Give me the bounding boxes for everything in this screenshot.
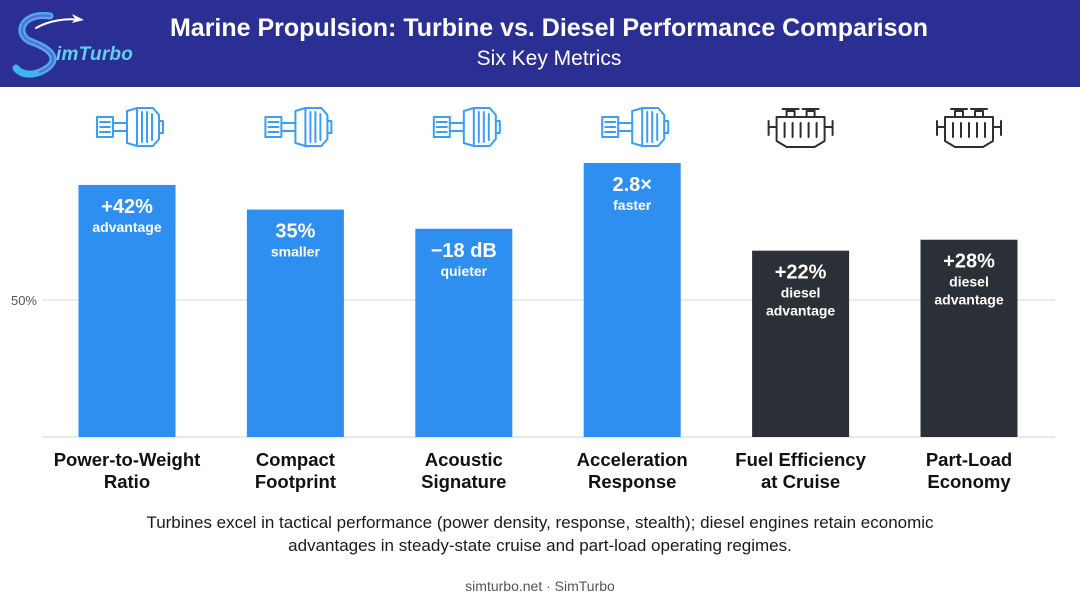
- turbine-icon: [264, 107, 333, 147]
- footer-credit: simturbo.net · SimTurbo: [465, 578, 615, 594]
- bar-1: [78, 184, 176, 437]
- category-label: Fuel Efficiency: [735, 449, 866, 470]
- bar-3: [415, 228, 513, 437]
- data-label-value: +28%: [943, 251, 995, 273]
- diesel-engine-icon: [936, 108, 1002, 148]
- data-label-sub: faster: [613, 197, 652, 213]
- bar-4: [583, 163, 681, 437]
- data-label-sub: diesel: [949, 274, 989, 290]
- category-label: Economy: [927, 471, 1011, 492]
- bar-2: [246, 209, 344, 437]
- data-label-sub: smaller: [271, 244, 321, 260]
- bar-6: [920, 239, 1018, 437]
- category-label: Ratio: [104, 471, 150, 492]
- simturbo-logo: [12, 12, 84, 78]
- category-label: at Cruise: [761, 471, 840, 492]
- category-label: Part-Load: [926, 449, 1012, 470]
- diesel-engine-icon: [767, 108, 834, 148]
- category-label: Signature: [421, 471, 506, 492]
- category-label: Response: [588, 471, 676, 492]
- chart-title: Marine Propulsion: Turbine vs. Diesel Pe…: [169, 14, 929, 42]
- category-label: Acceleration: [577, 449, 688, 470]
- data-label-sub: quieter: [440, 263, 487, 279]
- turbine-icon: [432, 107, 501, 147]
- data-label-value: +42%: [101, 196, 153, 218]
- data-label-value: 2.8×: [612, 174, 651, 196]
- chart-caption: Turbines excel in tactical performance (…: [146, 513, 934, 555]
- category-label: Acoustic: [425, 449, 503, 470]
- chart-subtitle: Six Key Metrics: [476, 47, 622, 70]
- category-label: Power-to-Weight: [54, 449, 201, 470]
- data-label-sub: diesel: [781, 285, 821, 301]
- y-tick-label: 50%: [11, 293, 37, 308]
- category-label: Compact: [256, 449, 335, 470]
- data-label-sub: advantage: [766, 303, 835, 319]
- data-label-value: 35%: [275, 221, 315, 243]
- turbine-icon: [96, 107, 164, 147]
- bar-chart: 50%+42%advantagePower-to-WeightRatio35%s…: [11, 107, 1055, 492]
- data-label-sub: advantage: [92, 219, 161, 235]
- turbine-icon: [601, 107, 670, 147]
- category-label: Footprint: [255, 471, 336, 492]
- logo-text: imTurbo: [56, 44, 134, 65]
- bar-5: [752, 250, 850, 437]
- header-banner: imTurbo Marine Propulsion: Turbine vs. D…: [0, 0, 1080, 87]
- data-label-value: +22%: [775, 262, 827, 284]
- data-label-value: −18 dB: [431, 240, 497, 262]
- data-label-sub: advantage: [934, 292, 1003, 308]
